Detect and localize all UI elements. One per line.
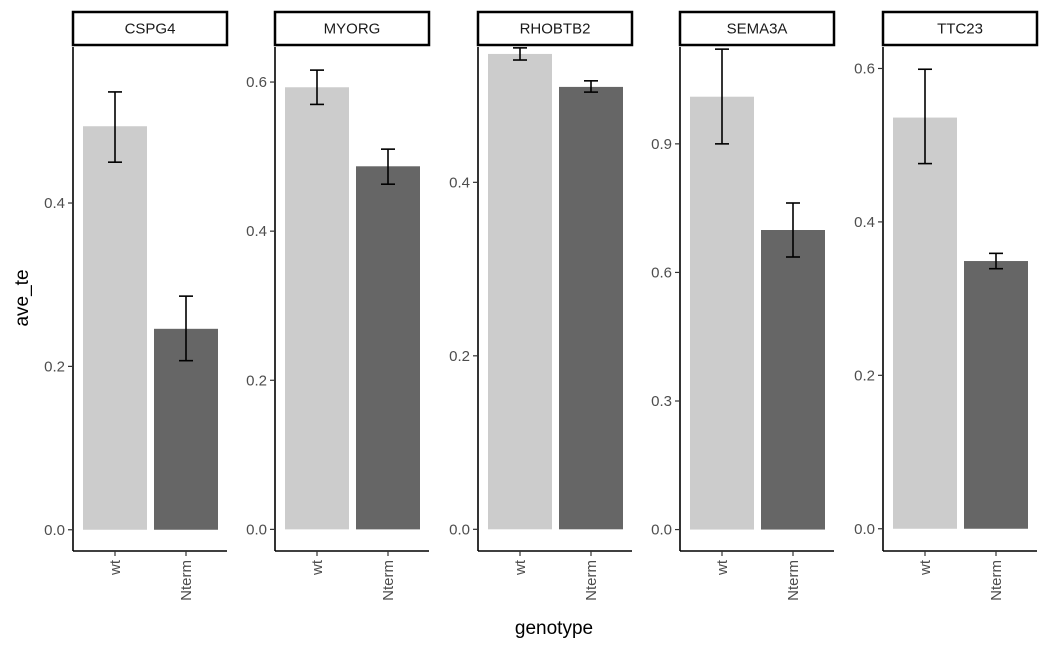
error-bar-wt — [108, 91, 122, 163]
y-tick-label: 0.0 — [44, 522, 65, 539]
facet-strip — [71, 10, 229, 47]
y-tick-label: 0.9 — [651, 136, 672, 153]
facet-strip-label: MYORG — [324, 21, 381, 38]
x-axis-title: genotype — [515, 618, 593, 639]
x-tick-label: wt — [309, 559, 326, 576]
y-tick-label: 0.6 — [246, 74, 267, 91]
y-tick-label: 0.0 — [449, 521, 470, 538]
facet-strip-label: TTC23 — [937, 21, 983, 38]
x-tick-label: Nterm — [785, 560, 802, 601]
y-tick-label: 0.4 — [246, 223, 267, 240]
bar-wt — [690, 96, 754, 530]
facet-sema3a: SEMA3A 0.0 0.3 0.6 0.9 wt Nterm — [651, 10, 836, 601]
x-tick-label: wt — [917, 559, 934, 576]
y-axis-title: ave_te — [12, 269, 33, 326]
error-bar-wt — [310, 69, 324, 106]
x-tick-label: Nterm — [988, 560, 1005, 601]
bar-nterm — [559, 86, 623, 530]
x-tick-label: wt — [512, 559, 529, 576]
error-bar-nterm — [584, 80, 598, 93]
y-tick-label: 0.0 — [651, 522, 672, 539]
y-tick-label: 0.6 — [651, 264, 672, 281]
y-tick-label: 0.2 — [44, 358, 65, 375]
facet-myorg: MYORG 0.0 0.2 0.4 0.6 wt Nterm — [246, 10, 431, 601]
x-tick-label: Nterm — [178, 560, 195, 601]
facet-strip-label: CSPG4 — [125, 21, 176, 38]
facet-strip — [273, 10, 431, 47]
facet-cspg4: CSPG4 0.0 0.2 0.4 wt Nterm — [44, 10, 229, 601]
bar-nterm — [761, 230, 825, 530]
bar-nterm — [964, 261, 1028, 529]
facet-strip-label: RHOBTB2 — [520, 21, 591, 38]
facet-panels: CSPG4 0.0 0.2 0.4 wt Nterm MYORG 0.0 0.2 0.4 0.6 wt… — [44, 10, 1039, 601]
x-tick-label: Nterm — [583, 560, 600, 601]
error-bar-wt — [918, 68, 932, 165]
y-tick-label: 0.4 — [449, 174, 470, 191]
facet-rhobtb2: RHOBTB2 0.0 0.2 0.4 wt Nterm — [449, 10, 634, 601]
facet-ttc23: TTC23 0.0 0.2 0.4 0.6 wt Nterm — [854, 10, 1039, 601]
y-tick-label: 0.0 — [854, 521, 875, 538]
facet-strip-label: SEMA3A — [727, 21, 788, 38]
x-tick-label: wt — [107, 559, 124, 576]
error-bar-wt — [715, 48, 729, 145]
error-bar-nterm — [381, 148, 395, 185]
bar-wt — [285, 87, 349, 530]
y-tick-label: 0.6 — [854, 60, 875, 77]
error-bar-wt — [513, 47, 527, 61]
y-tick-label: 0.2 — [246, 372, 267, 389]
y-tick-label: 0.3 — [651, 393, 672, 410]
facet-strip — [476, 10, 634, 47]
x-tick-label: wt — [714, 559, 731, 576]
y-tick-label: 0.4 — [44, 195, 65, 212]
bar-wt — [488, 53, 552, 530]
error-bar-nterm — [786, 202, 800, 258]
error-bar-nterm — [989, 252, 1003, 270]
bar-nterm — [154, 328, 218, 530]
y-tick-label: 0.2 — [449, 348, 470, 365]
y-tick-label: 0.2 — [854, 367, 875, 384]
y-tick-label: 0.0 — [246, 521, 267, 538]
x-tick-label: Nterm — [380, 560, 397, 601]
bar-wt — [893, 117, 957, 529]
error-bar-nterm — [179, 295, 193, 362]
facet-strip — [881, 10, 1039, 47]
y-tick-label: 0.4 — [854, 214, 875, 231]
facet-strip — [678, 10, 836, 47]
bar-nterm — [356, 166, 420, 530]
bar-wt — [83, 126, 147, 530]
